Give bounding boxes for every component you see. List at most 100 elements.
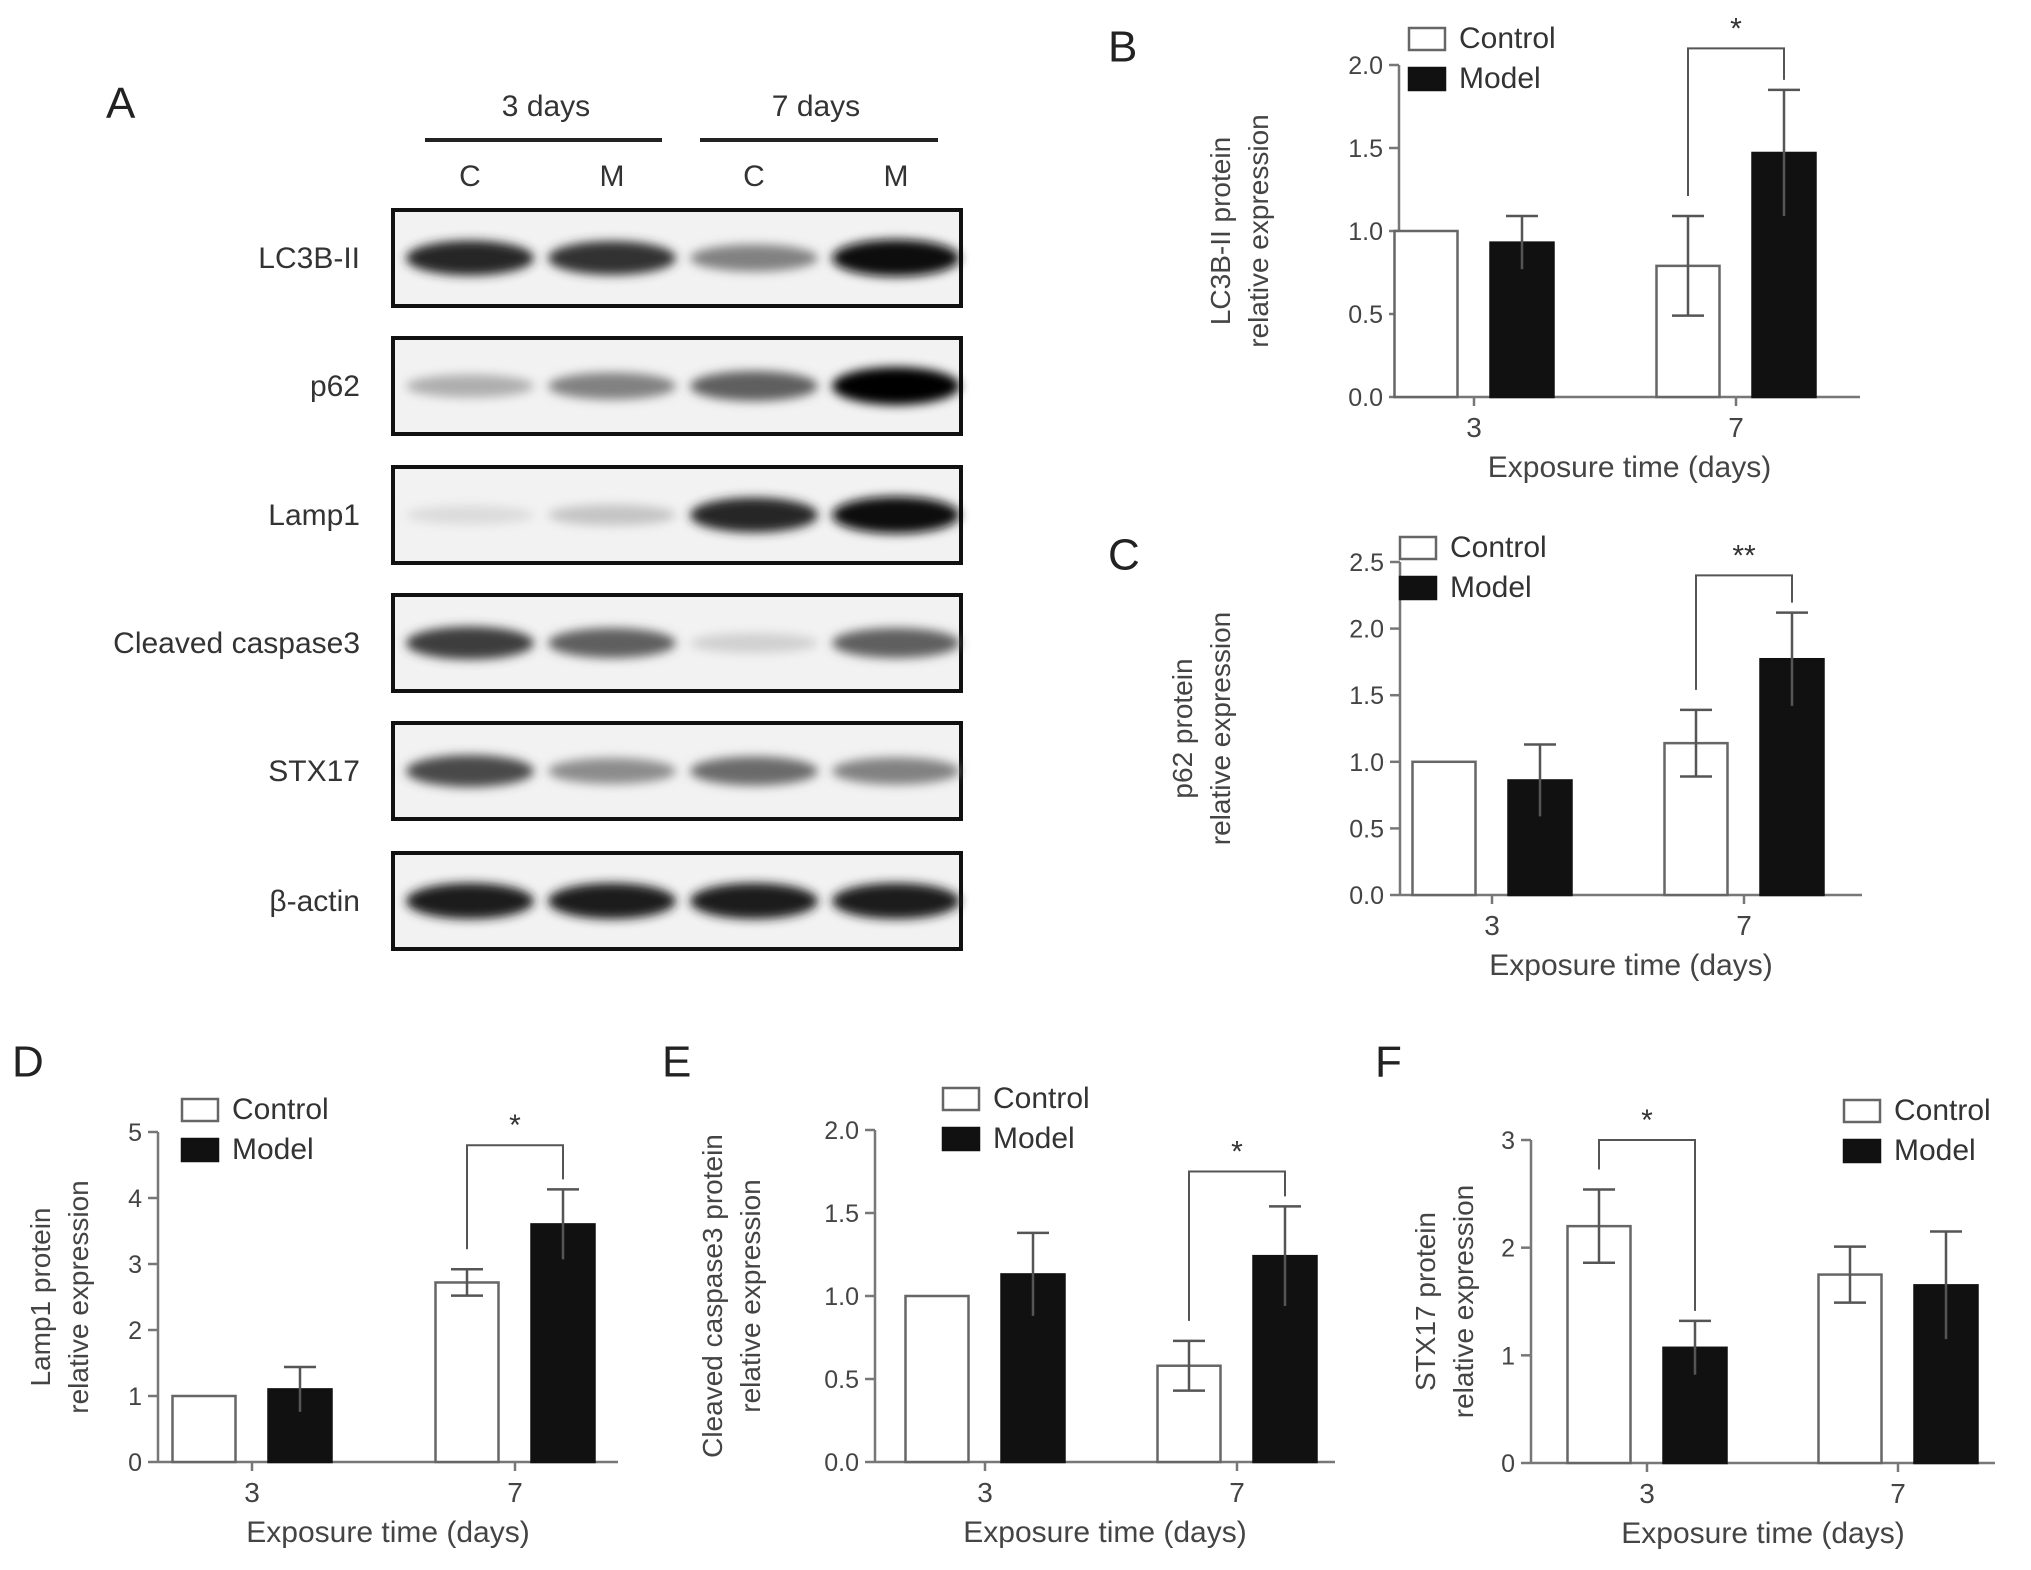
legend-swatch: [941, 1086, 981, 1112]
panel-letter: D: [12, 1038, 44, 1087]
legend-swatch: [941, 1126, 981, 1152]
bar-charts: B 0.0 0.5 1.0 1.5 2.0 3 7 Exposure time (days) LC…: [12, 12, 1995, 1550]
legend-label: Control: [232, 1093, 329, 1126]
blot-band: [406, 374, 534, 398]
significance-marker: *: [1641, 1104, 1653, 1137]
y-tick-label: 1.5: [824, 1200, 859, 1228]
x-tick-label: 7: [1728, 412, 1744, 443]
panel-letter: F: [1375, 1038, 1402, 1087]
panel-letter-a: A: [106, 79, 136, 128]
blot-band: [690, 633, 818, 653]
legend-label: Model: [1450, 571, 1532, 604]
blot-band: [690, 497, 818, 533]
x-axis-label: Exposure time (days): [1489, 949, 1772, 982]
significance-marker: *: [509, 1109, 521, 1142]
x-tick-label: 7: [507, 1477, 523, 1508]
significance-marker: *: [1231, 1136, 1243, 1169]
y-tick-label: 0.0: [1348, 384, 1383, 412]
blot-band: [548, 504, 676, 526]
y-tick-label: 2.0: [1348, 52, 1383, 80]
y-axis-label: relative expression: [1448, 1185, 1479, 1418]
legend-label: Control: [1459, 22, 1556, 55]
blot-label: Lamp1: [268, 499, 360, 532]
panel-letter: B: [1108, 23, 1137, 72]
x-tick-label: 3: [1639, 1478, 1655, 1509]
bar-control: [1566, 1224, 1632, 1465]
blot-band: [832, 496, 960, 534]
bar-control: [904, 1294, 970, 1464]
bar-model: [530, 1223, 596, 1464]
legend-label: Control: [1894, 1094, 1991, 1127]
y-tick-label: 0.0: [824, 1449, 859, 1477]
legend-label: Model: [993, 1122, 1075, 1155]
x-axis-label: Exposure time (days): [1488, 451, 1771, 484]
significance-marker: *: [1730, 12, 1742, 45]
x-tick-label: 3: [977, 1477, 993, 1508]
legend-label: Model: [1459, 62, 1541, 95]
y-tick-label: 2: [128, 1317, 142, 1345]
significance-bracket: [1188, 1170, 1286, 1321]
y-axis-label: relative expression: [1243, 114, 1274, 347]
y-tick-label: 0: [1501, 1450, 1515, 1478]
legend-swatch: [1398, 535, 1438, 561]
legend-swatch: [1407, 26, 1447, 52]
legend-swatch: [1842, 1098, 1882, 1124]
lane-label: C: [743, 160, 765, 193]
blot-band: [548, 758, 676, 784]
y-tick-label: 1: [128, 1383, 142, 1411]
x-tick-label: 3: [1466, 412, 1482, 443]
x-tick-label: 7: [1736, 910, 1752, 941]
y-tick-label: 1.5: [1348, 135, 1383, 163]
bar-model: [1662, 1346, 1728, 1465]
legend-swatch: [1842, 1138, 1882, 1164]
chart-b: B 0.0 0.5 1.0 1.5 2.0 3 7 Exposure time (days) LC…: [1108, 12, 1860, 484]
blot-band: [832, 628, 960, 658]
chart-f: F 0 1 2 3 3 7 Exposure time (days) STX17 protein…: [1375, 1038, 1995, 1550]
blot-band: [690, 371, 818, 401]
blot-band: [690, 756, 818, 786]
y-axis-label: STX17 protein: [1410, 1212, 1441, 1391]
legend-swatch: [180, 1137, 220, 1163]
significance-bracket: [1695, 574, 1793, 690]
significance-bracket: [1687, 47, 1785, 197]
lane-label: M: [600, 160, 625, 193]
blot-band: [690, 883, 818, 919]
blot-band: [832, 239, 960, 277]
x-axis-label: Exposure time (days): [963, 1516, 1246, 1549]
y-tick-label: 2: [1501, 1235, 1515, 1263]
y-tick-label: 0: [128, 1449, 142, 1477]
x-axis-label: Exposure time (days): [1621, 1517, 1904, 1550]
lane-label: M: [884, 160, 909, 193]
blot-band: [548, 883, 676, 919]
x-tick-label: 3: [244, 1477, 260, 1508]
bar-control: [1411, 760, 1477, 897]
chart-d: D 0 1 2 3 4 5 3 7 Exposure time (days) Lamp1 prote…: [12, 1038, 618, 1549]
y-axis-label: LC3B-II protein: [1205, 137, 1236, 325]
blot-band: [406, 505, 534, 525]
y-tick-label: 2.0: [1349, 616, 1384, 644]
y-axis-label: relative expression: [1205, 612, 1236, 845]
blot-band: [406, 755, 534, 787]
x-axis-label: Exposure time (days): [246, 1516, 529, 1549]
western-blot-panel: A 3 days 7 days C M C M LC3B-II p62 Lamp1 C…: [106, 79, 963, 951]
y-tick-label: 3: [1501, 1127, 1515, 1155]
bar-control: [434, 1281, 500, 1464]
blot-label: p62: [310, 370, 360, 403]
legend-label: Model: [1894, 1134, 1976, 1167]
y-tick-label: 0.5: [824, 1366, 859, 1394]
group-label-3-days: 3 days: [502, 90, 590, 123]
y-tick-label: 1: [1501, 1342, 1515, 1370]
blot-label: β-actin: [269, 885, 360, 918]
legend-label: Control: [1450, 531, 1547, 564]
legend-swatch: [1407, 66, 1447, 92]
blot-band: [690, 244, 818, 272]
bar-control: [171, 1394, 237, 1464]
blot-label: STX17: [268, 755, 360, 788]
y-tick-label: 4: [128, 1185, 142, 1213]
x-tick-label: 7: [1890, 1478, 1906, 1509]
blot-band: [406, 626, 534, 660]
blot-band: [548, 241, 676, 275]
legend-label: Control: [993, 1082, 1090, 1115]
x-tick-label: 3: [1484, 910, 1500, 941]
